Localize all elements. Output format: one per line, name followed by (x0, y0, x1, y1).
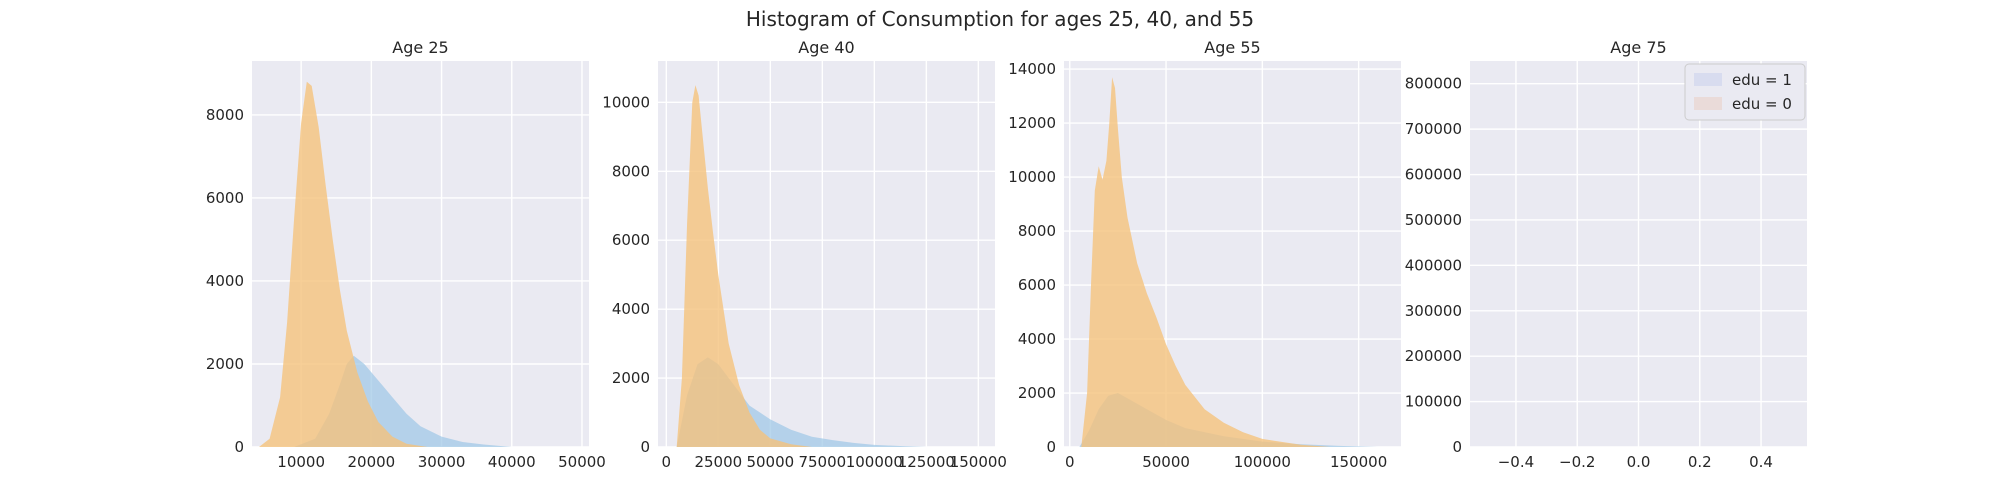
y-tick-label: 14000 (1008, 60, 1056, 78)
y-tick-label: 8000 (206, 106, 244, 124)
x-tick-label: 50000 (558, 453, 606, 471)
x-tick-label: 0 (1065, 453, 1075, 471)
y-tick-label: 4000 (206, 272, 244, 290)
y-tick-label: 12000 (1008, 114, 1056, 132)
grid-lines (1470, 61, 1807, 448)
x-tick-label: 0.4 (1749, 453, 1773, 471)
x-tick-label: 25000 (694, 453, 742, 471)
tick-labels: −0.4 −0.2 0.0 0.2 0.4 0 100000 200000 300000 4000… (1405, 75, 1773, 471)
x-tick-label: 150000 (950, 453, 1007, 471)
x-tick-label: 50000 (1142, 453, 1190, 471)
y-tick-label: 0 (1046, 438, 1056, 456)
y-tick-label: 500000 (1405, 211, 1462, 229)
y-tick-label: 300000 (1405, 302, 1462, 320)
y-tick-label: 200000 (1405, 347, 1462, 365)
y-tick-label: 2000 (612, 369, 650, 387)
x-tick-label: 125000 (898, 453, 955, 471)
x-tick-label: 0.0 (1627, 453, 1651, 471)
histogram-series (676, 85, 927, 447)
y-tick-label: 0 (234, 438, 244, 456)
x-tick-label: 100000 (1234, 453, 1291, 471)
x-tick-label: −0.2 (1559, 453, 1595, 471)
histogram-series (1079, 77, 1378, 447)
y-tick-label: 6000 (612, 231, 650, 249)
legend-label-edu-0: edu = 0 (1732, 95, 1792, 113)
legend: edu = 1 edu = 0 (1684, 63, 1806, 121)
y-tick-label: 800000 (1405, 75, 1462, 93)
x-tick-label: 30000 (418, 453, 466, 471)
y-tick-label: 600000 (1405, 166, 1462, 184)
histogram-series (259, 81, 512, 448)
y-tick-label: 2000 (1018, 384, 1056, 402)
y-tick-label: 4000 (1018, 330, 1056, 348)
x-tick-label: 0 (662, 453, 672, 471)
y-tick-label: 8000 (1018, 222, 1056, 240)
y-tick-label: 400000 (1405, 256, 1462, 274)
figure-title: Histogram of Consumption for ages 25, 40… (746, 7, 1254, 31)
x-tick-label: 75000 (798, 453, 846, 471)
panel-age-75: −0.4 −0.2 0.0 0.2 0.4 0 100000 200000 300000 4000… (1405, 38, 1807, 471)
histogram-area-edu-0 (259, 81, 428, 448)
legend-swatch-edu-0 (1694, 97, 1722, 110)
x-tick-label: 40000 (488, 453, 536, 471)
x-tick-label: 150000 (1330, 453, 1387, 471)
x-tick-label: 100000 (846, 453, 903, 471)
y-tick-label: 2000 (206, 355, 244, 373)
y-tick-label: 10000 (602, 93, 650, 111)
tick-labels: 10000 20000 30000 40000 50000 0 2000 4000 6000 80… (206, 106, 606, 471)
y-tick-label: 100000 (1405, 393, 1462, 411)
y-tick-label: 0 (640, 438, 650, 456)
y-tick-label: 700000 (1405, 120, 1462, 138)
panel-title: Age 25 (392, 38, 448, 57)
y-tick-label: 6000 (1018, 276, 1056, 294)
x-tick-label: 50000 (746, 453, 794, 471)
histogram-area-edu-0 (1081, 77, 1330, 447)
tick-labels: 0 50000 100000 150000 0 2000 4000 6000 8000 10000… (1008, 60, 1387, 471)
x-tick-label: 0.2 (1688, 453, 1712, 471)
x-tick-label: 20000 (347, 453, 395, 471)
panel-age-55: 0 50000 100000 150000 0 2000 4000 6000 8000 10000… (1008, 38, 1401, 471)
y-tick-label: 0 (1452, 438, 1462, 456)
panel-age-25: 10000 20000 30000 40000 50000 0 2000 4000 6000 80… (206, 38, 606, 471)
y-tick-label: 8000 (612, 162, 650, 180)
x-tick-label: −0.4 (1498, 453, 1534, 471)
panel-title: Age 40 (798, 38, 854, 57)
x-tick-label: 10000 (277, 453, 325, 471)
y-tick-label: 4000 (612, 300, 650, 318)
y-tick-label: 10000 (1008, 168, 1056, 186)
histogram-area-edu-0 (676, 85, 812, 447)
legend-swatch-edu-1 (1694, 73, 1722, 86)
y-tick-label: 6000 (206, 189, 244, 207)
legend-label-edu-1: edu = 1 (1732, 71, 1792, 89)
panel-title: Age 55 (1204, 38, 1260, 57)
panel-title: Age 75 (1610, 38, 1666, 57)
